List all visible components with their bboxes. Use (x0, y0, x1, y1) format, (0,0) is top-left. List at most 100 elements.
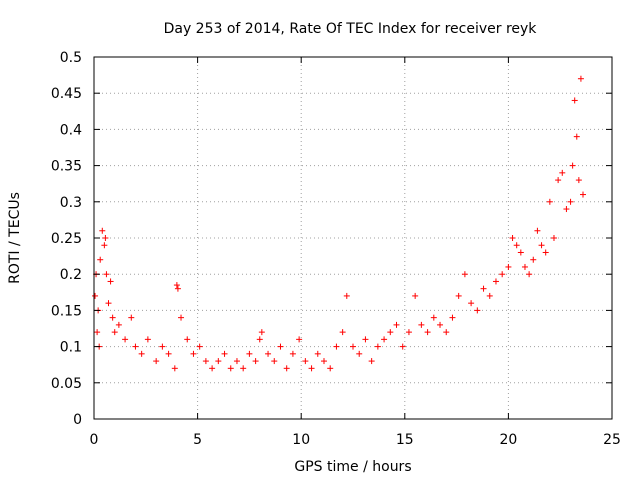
data-point (190, 350, 197, 357)
x-tick-label: 25 (603, 432, 621, 448)
data-point (530, 256, 537, 263)
data-point (563, 206, 570, 213)
y-tick-label: 0.25 (51, 231, 82, 247)
data-point (320, 358, 327, 365)
data-point (412, 292, 419, 299)
y-tick-label: 0.2 (60, 267, 82, 283)
data-point (430, 314, 437, 321)
data-point (165, 350, 172, 357)
data-point (101, 242, 108, 249)
data-point (362, 336, 369, 343)
data-point (209, 365, 216, 372)
data-point (159, 343, 166, 350)
data-point (256, 336, 263, 343)
data-point (534, 227, 541, 234)
y-tick-label: 0.45 (51, 86, 82, 102)
y-tick-label: 0.3 (60, 195, 82, 211)
data-point (424, 329, 431, 336)
data-point (94, 329, 101, 336)
data-point (144, 336, 151, 343)
tick-marks (93, 56, 613, 420)
data-point (327, 365, 334, 372)
data-point (289, 350, 296, 357)
data-point (196, 343, 203, 350)
data-point (246, 350, 253, 357)
data-point (215, 358, 222, 365)
data-point (132, 343, 139, 350)
data-point (111, 329, 118, 336)
data-point (356, 350, 363, 357)
data-point (499, 271, 506, 278)
y-tick-label: 0.05 (51, 376, 82, 392)
data-point (138, 350, 145, 357)
data-point (517, 249, 524, 256)
data-point (538, 242, 545, 249)
data-point (107, 278, 114, 285)
data-point (271, 358, 278, 365)
x-tick-label: 5 (193, 432, 202, 448)
data-point (314, 350, 321, 357)
data-point (109, 314, 116, 321)
data-point (302, 358, 309, 365)
data-point (122, 336, 129, 343)
data-point (153, 358, 160, 365)
data-point (542, 249, 549, 256)
data-point (569, 162, 576, 169)
data-point (102, 235, 109, 241)
data-point (173, 282, 180, 289)
data-points (92, 75, 586, 372)
data-point (252, 358, 259, 365)
data-point (526, 271, 533, 278)
grid-lines (94, 57, 612, 419)
data-point (555, 177, 562, 184)
y-tick-label: 0.4 (60, 122, 82, 138)
data-point (381, 336, 388, 343)
data-point (368, 358, 375, 365)
y-tick-label: 0.35 (51, 159, 82, 175)
x-tick-label: 20 (499, 432, 517, 448)
y-tick-label: 0 (73, 412, 82, 428)
x-tick-labels: 0 5 10 15 20 25 (90, 432, 621, 448)
data-point (577, 75, 584, 82)
y-tick-label: 0.1 (60, 340, 82, 356)
data-point (492, 278, 499, 285)
data-point (92, 292, 99, 299)
data-point (505, 263, 512, 270)
x-tick-label: 15 (396, 432, 414, 448)
y-axis-label: ROTI / TECUs (7, 192, 23, 284)
data-point (567, 198, 574, 205)
data-point (461, 271, 468, 278)
data-point (455, 292, 462, 299)
data-point (449, 314, 456, 321)
data-point (575, 177, 582, 184)
x-axis-label: GPS time / hours (294, 459, 411, 475)
data-point (350, 343, 356, 350)
data-point (437, 321, 444, 328)
data-point (339, 329, 346, 336)
y-tick-labels: 0 0.05 0.1 0.15 0.2 0.25 0.3 0.35 0.4 0.45 0.5 (51, 50, 82, 428)
data-point (579, 191, 586, 198)
data-point (128, 314, 135, 321)
data-point (171, 365, 178, 372)
chart-title: Day 253 of 2014, Rate Of TEC Index for r… (164, 21, 538, 37)
data-point (174, 285, 181, 292)
data-point (571, 97, 578, 104)
data-point (277, 343, 284, 350)
data-point (374, 343, 381, 350)
data-point (443, 329, 450, 336)
data-point (184, 336, 191, 343)
y-tick-label: 0.15 (51, 303, 82, 319)
data-point (99, 227, 106, 234)
data-point (343, 292, 350, 299)
data-point (399, 343, 406, 350)
data-point (178, 314, 185, 321)
data-point (97, 256, 104, 263)
x-tick-label: 0 (90, 432, 99, 448)
data-point (509, 235, 516, 241)
data-point (480, 285, 487, 292)
data-point (418, 321, 425, 328)
data-point (474, 307, 481, 314)
data-point (486, 292, 493, 299)
data-point (393, 321, 400, 328)
